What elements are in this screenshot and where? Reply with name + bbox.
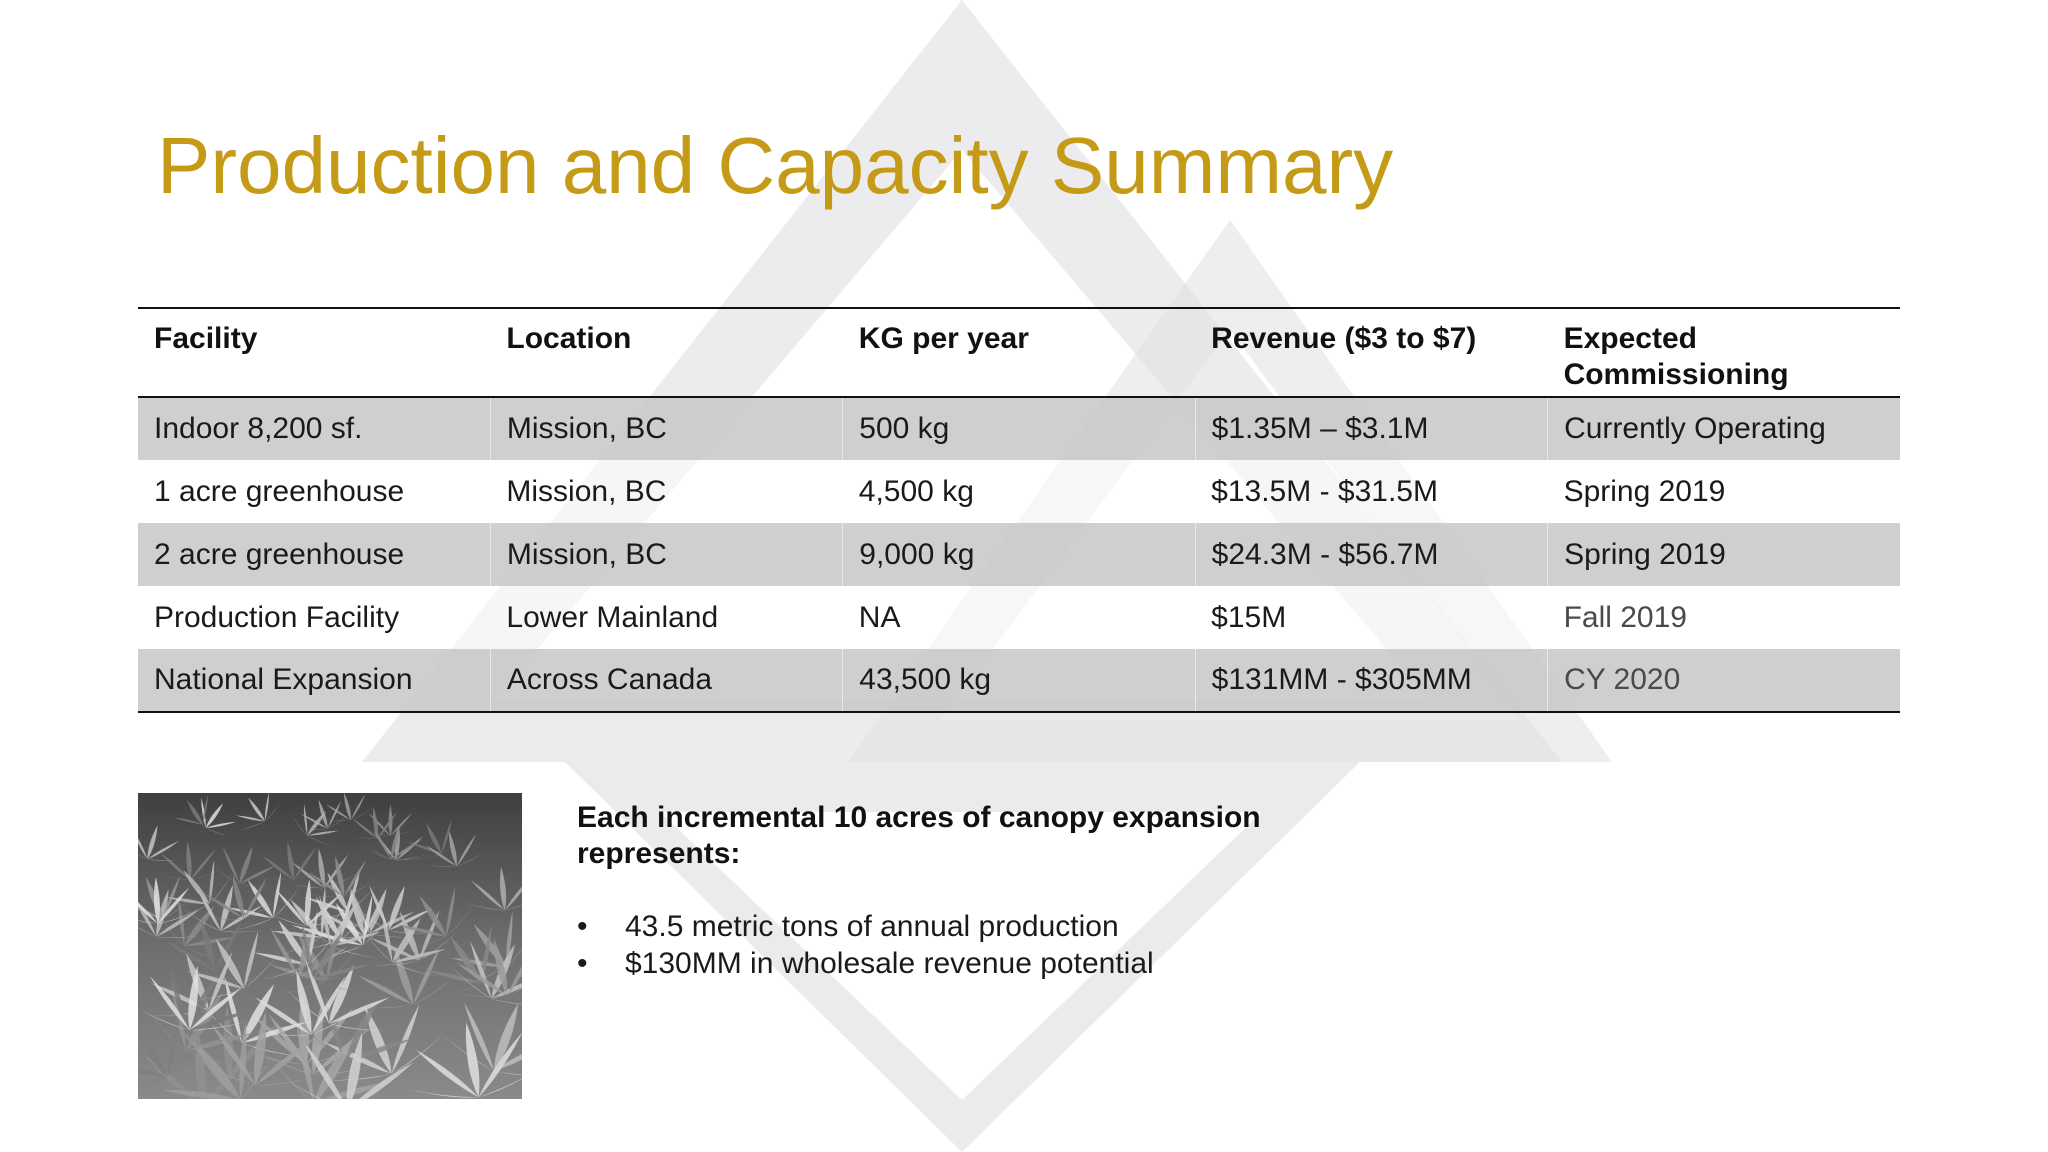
column-header-revenue: Revenue ($3 to $7) [1211,322,1477,355]
table-header-row: Facility Location KG per year Revenue ($… [138,308,1900,397]
table-cell: 2 acre greenhouse [138,523,491,586]
column-header-location: Location [506,322,632,355]
table-cell: Fall 2019 [1547,586,1900,649]
table-cell: Mission, BC [489,397,843,460]
table-cell: Indoor 8,200 sf. [138,397,491,460]
table-cell: $13.5M - $31.5M [1195,460,1548,523]
column-header-commissioning: Expected Commissioning [1563,322,1789,391]
table-cell: National Expansion [138,649,491,712]
table-cell: Lower Mainland [490,586,843,649]
bullet-list: • 43.5 metric tons of annual production … [577,908,1337,982]
table-cell: CY 2020 [1547,649,1900,712]
page-title: Production and Capacity Summary [157,121,1394,210]
table-cell: $15M [1195,586,1548,649]
table-row: National Expansion Across Canada 43,500 … [138,649,1900,712]
table-cell: $24.3M - $56.7M [1194,523,1548,586]
table-cell: 4,500 kg [842,460,1196,523]
column-header-facility: Facility [154,322,258,355]
table-cell: 43,500 kg [842,649,1196,712]
table-cell: 500 kg [842,397,1196,460]
info-panel: Each incremental 10 acres of canopy expa… [577,800,1337,982]
list-item: • 43.5 metric tons of annual production [577,908,1337,945]
leaf-icon [138,793,522,1099]
table-cell: $1.35M – $3.1M [1194,397,1548,460]
table-cell: Spring 2019 [1547,460,1900,523]
table-cell: NA [842,586,1196,649]
list-item: • $130MM in wholesale revenue potential [577,945,1337,982]
table-cell: Currently Operating [1547,397,1900,460]
table-row: 1 acre greenhouse Mission, BC 4,500 kg $… [138,460,1900,523]
column-header-kg-per-year: KG per year [858,322,1029,355]
table-cell: $131MM - $305MM [1194,649,1548,712]
bullet-dot: • [577,910,588,943]
cannabis-plants-photo [138,793,522,1099]
table-cell: Mission, BC [490,460,843,523]
capacity-table: Facility Location KG per year Revenue ($… [138,307,1900,713]
bullet-dot: • [577,947,588,980]
table-cell: 1 acre greenhouse [138,460,491,523]
table-row: 2 acre greenhouse Mission, BC 9,000 kg $… [138,523,1900,586]
table-row: Indoor 8,200 sf. Mission, BC 500 kg $1.3… [138,397,1900,460]
bullet-text: $130MM in wholesale revenue potential [625,947,1154,980]
table-row: Production Facility Lower Mainland NA $1… [138,586,1900,649]
bullet-text: 43.5 metric tons of annual production [625,910,1119,943]
table-cell: Spring 2019 [1547,523,1900,586]
capacity-table-container: Facility Location KG per year Revenue ($… [138,307,1900,713]
table-cell: 9,000 kg [842,523,1196,586]
table-cell: Mission, BC [489,523,843,586]
info-heading: Each incremental 10 acres of canopy expa… [577,801,1261,870]
table-cell: Production Facility [138,586,491,649]
table-cell: Across Canada [489,649,843,712]
